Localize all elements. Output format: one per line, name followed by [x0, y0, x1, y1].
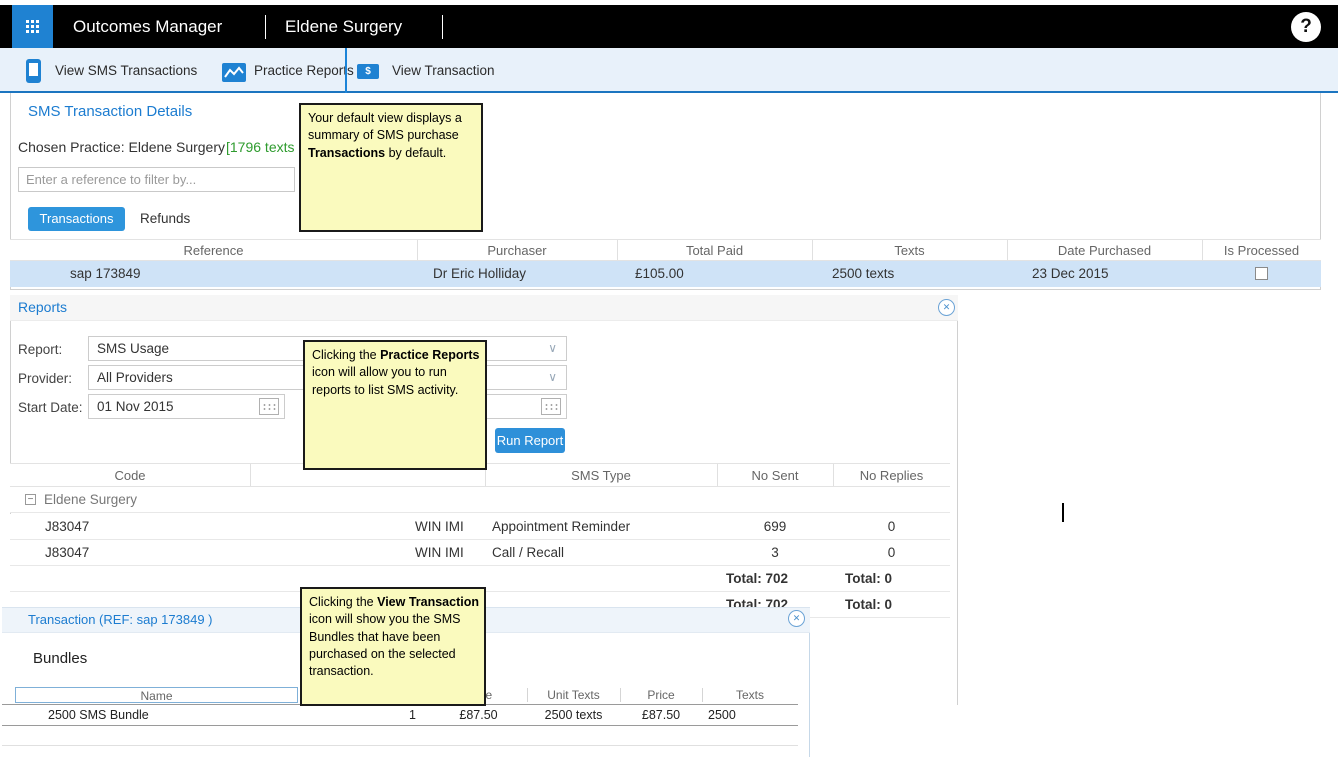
transaction-close-button[interactable]: ✕ [788, 610, 805, 627]
reports-table-header: Code SMS Type No Sent No Replies [10, 463, 950, 487]
cell-sms-type: Appointment Reminder [492, 519, 631, 534]
run-report-button[interactable]: Run Report [495, 428, 565, 453]
top-bar [0, 5, 1338, 48]
report-group-row[interactable]: − Eldene Surgery [10, 487, 950, 513]
texts-remaining-label: [1796 texts r [226, 139, 304, 155]
provider-label: Provider: [18, 371, 73, 386]
nav-divider [345, 48, 347, 93]
col-texts: Texts [894, 243, 925, 258]
calendar-icon[interactable] [541, 398, 561, 415]
dollar-glyph: $ [365, 66, 371, 77]
chosen-practice-label: Chosen Practice: Eldene Surgery [18, 139, 225, 155]
start-date-label: Start Date: [18, 400, 83, 415]
topbar-divider [442, 15, 443, 39]
transaction-section-title: Transaction (REF: sap 173849 ) [28, 612, 213, 627]
close-icon: ✕ [942, 302, 951, 312]
close-icon: ✕ [792, 613, 801, 623]
question-icon: ? [1300, 16, 1312, 37]
reference-filter-input[interactable] [18, 167, 295, 192]
chevron-down-icon: ∨ [548, 341, 557, 355]
reports-header-strip [10, 295, 958, 321]
cell-texts: 2500 texts [832, 266, 895, 281]
banknote-icon: $ [357, 64, 379, 79]
start-date-value: 01 Nov 2015 [97, 399, 174, 414]
cell-no-replies: 0 [887, 519, 896, 534]
nav-bar [0, 48, 1338, 93]
col-no-replies: No Replies [859, 468, 924, 483]
cell-code: J83047 [45, 519, 90, 534]
tooltip-view-transaction: Clicking the View Transaction icon will … [300, 587, 486, 706]
cell-no-sent: 3 [771, 545, 779, 560]
cell-name: 2500 SMS Bundle [48, 708, 149, 722]
report-label: Report: [18, 342, 63, 357]
col-name[interactable]: Name [15, 687, 298, 703]
cell-texts: 2500 [708, 708, 736, 722]
cell-reference: sap 173849 [70, 266, 141, 281]
col-code: Code [114, 468, 146, 483]
reports-close-button[interactable]: ✕ [938, 299, 955, 316]
cell-date-purchased: 23 Dec 2015 [1032, 266, 1109, 281]
report-value: SMS Usage [97, 341, 170, 356]
cell-provider: WIN IMI [415, 519, 464, 534]
col-date-purchased: Date Purchased [1057, 243, 1152, 258]
bundles-title: Bundles [33, 650, 88, 667]
collapse-group-icon[interactable]: − [25, 494, 36, 505]
tab-refunds[interactable]: Refunds [140, 211, 191, 226]
bundle-row[interactable]: 2500 SMS Bundle 1 £87.50 2500 texts £87.… [2, 704, 798, 726]
cell-code: J83047 [45, 545, 90, 560]
col-unit-texts: Unit Texts [547, 688, 600, 702]
topbar-divider [265, 15, 266, 39]
cell-unit-price: £87.50 [459, 708, 498, 722]
cell-no-replies: 0 [887, 545, 896, 560]
cell-total-paid: £105.00 [635, 266, 684, 281]
reports-section-title: Reports [18, 299, 68, 315]
col-reference: Reference [183, 243, 244, 258]
col-is-processed: Is Processed [1223, 243, 1300, 258]
cell-purchaser: Dr Eric Holliday [433, 266, 527, 281]
is-processed-checkbox[interactable] [1255, 267, 1268, 280]
report-row[interactable]: J83047 WIN IMI Call / Recall 3 0 [10, 540, 950, 566]
chart-icon [222, 63, 246, 82]
report-row[interactable]: J83047 WIN IMI Appointment Reminder 699 … [10, 514, 950, 540]
group-label: Eldene Surgery [44, 492, 138, 507]
col-purchaser: Purchaser [487, 243, 547, 258]
nav-tab-view-transaction[interactable]: View Transaction [392, 63, 495, 78]
app-title: Outcomes Manager [73, 17, 223, 36]
nav-tab-practice-reports[interactable]: Practice Reports [254, 63, 354, 78]
chevron-down-icon: ∨ [548, 370, 557, 384]
total-no-replies: Total: 0 [845, 597, 892, 612]
help-button[interactable]: ? [1291, 12, 1321, 42]
provider-value: All Providers [97, 370, 173, 385]
app-grid-button[interactable] [12, 5, 53, 48]
sms-section-title: SMS Transaction Details [28, 103, 193, 120]
tooltip-practice-reports: Clicking the Practice Reports icon will … [303, 340, 487, 470]
calendar-icon[interactable] [259, 398, 279, 415]
col-total-paid: Total Paid [685, 243, 744, 258]
bundles-table-footer-line [2, 745, 798, 746]
total-no-replies: Total: 0 [845, 571, 892, 586]
text-cursor [1062, 503, 1064, 522]
tooltip-default-view: Your default view displays a summary of … [299, 103, 483, 232]
cell-provider: WIN IMI [415, 545, 464, 560]
transaction-row[interactable]: sap 173849 Dr Eric Holliday £105.00 2500… [10, 261, 1321, 287]
col-texts: Texts [735, 688, 764, 702]
col-price: Price [647, 688, 675, 702]
practice-name: Eldene Surgery [285, 17, 403, 36]
nav-tab-view-sms-transactions[interactable]: View SMS Transactions [55, 63, 198, 78]
total-no-sent: Total: 702 [725, 571, 788, 586]
col-no-sent: No Sent [751, 468, 799, 483]
app-grid-icon [26, 20, 29, 23]
cell-unit-texts: 2500 texts [544, 708, 603, 722]
cell-no-sent: 699 [763, 519, 787, 534]
col-sms-type: SMS Type [571, 468, 631, 483]
start-date-input[interactable]: 01 Nov 2015 [88, 394, 285, 419]
phone-icon [26, 59, 41, 83]
cell-sms-type: Call / Recall [492, 545, 565, 560]
tab-transactions[interactable]: Transactions [28, 207, 125, 231]
cell-price: £87.50 [641, 708, 681, 722]
cell-quantity: 1 [409, 708, 416, 722]
sms-table-header: Reference Purchaser Total Paid Texts Dat… [10, 239, 1321, 261]
